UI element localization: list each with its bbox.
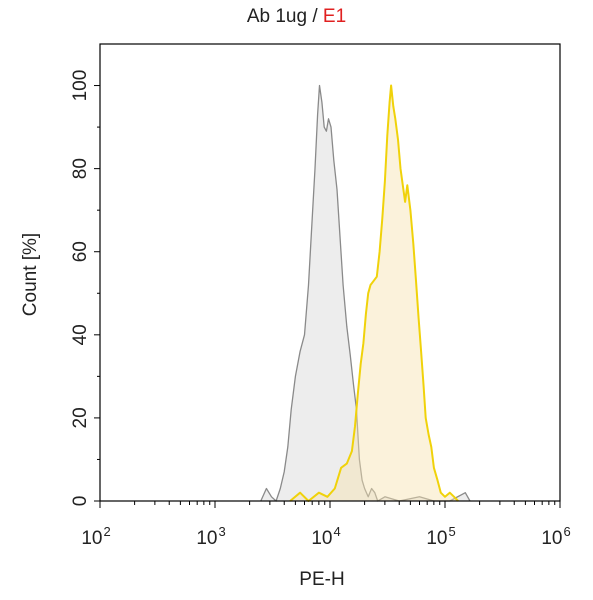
series-1-line [260, 84, 471, 502]
chart-title-highlight: E1 [322, 6, 347, 27]
x-tick-label-base: 10 [311, 528, 332, 549]
x-tick-label-base: 10 [426, 528, 447, 549]
x-tick-label-base: 10 [196, 528, 217, 549]
x-axis-label: PE-H [299, 569, 344, 590]
y-tick-label: 0 [70, 496, 91, 507]
x-tick-label-base: 10 [541, 528, 562, 549]
y-tick-label: 40 [70, 324, 91, 345]
chart-title-prefix: Ab 1ug / [246, 6, 323, 27]
series-2-line [289, 84, 459, 502]
series-1-area [260, 85, 470, 501]
y-axis-label: Count [%] [20, 233, 41, 316]
y-tick-label: 60 [70, 241, 91, 262]
series-2-area [290, 85, 459, 501]
x-tick-label-exponent: 4 [333, 524, 340, 539]
x-tick-label: 106 [541, 524, 570, 549]
x-tick-label: 104 [311, 524, 340, 549]
y-tick-label: 80 [70, 158, 91, 179]
x-tick-label-base: 10 [81, 528, 102, 549]
x-tick-label-exponent: 6 [563, 524, 570, 539]
x-tick-label: 103 [196, 524, 225, 549]
x-tick-label-exponent: 5 [448, 524, 455, 539]
x-tick-label-exponent: 2 [103, 524, 110, 539]
y-tick-label: 20 [70, 407, 91, 428]
y-tick-label: 100 [70, 70, 91, 102]
series-layer [260, 84, 471, 502]
x-tick-label-exponent: 3 [218, 524, 225, 539]
chart-title: Ab 1ug / E1 [0, 6, 593, 28]
x-tick-label: 102 [81, 524, 110, 549]
x-tick-label: 105 [426, 524, 455, 549]
